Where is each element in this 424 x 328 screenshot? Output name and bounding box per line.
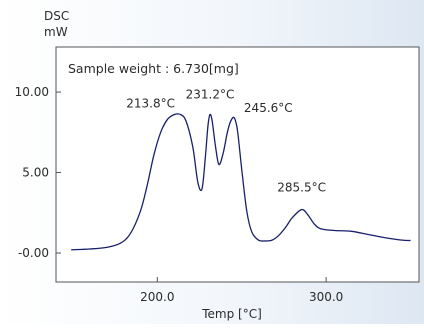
sample-weight-annotation: Sample weight : 6.730[mg]: [68, 61, 239, 76]
dsc-curve-line: [71, 113, 411, 251]
peak-label: 245.6°C: [244, 101, 293, 115]
x-tick-label: 300.0: [309, 290, 343, 304]
peak-labels-layer: 213.8°C 231.2°C 245.6°C 285.5°C: [126, 88, 326, 195]
peak-label: 213.8°C: [126, 97, 175, 111]
peak-label: 231.2°C: [186, 88, 235, 102]
x-axis-label: Temp [°C]: [201, 307, 262, 321]
ticks-layer: 10.00 5.00 -0.00 200.0 300.0: [15, 85, 344, 304]
y-tick-label: 10.00: [15, 85, 49, 99]
plot-area-frame: [55, 46, 420, 283]
y-axis-label-unit: mW: [44, 25, 68, 39]
peak-label: 285.5°C: [277, 181, 326, 195]
x-tick-label: 200.0: [140, 290, 174, 304]
y-tick-label: 5.00: [22, 166, 49, 180]
y-axis-label-dsc: DSC: [44, 9, 69, 23]
series-layer: [71, 113, 411, 251]
y-tick-label: -0.00: [18, 246, 49, 260]
